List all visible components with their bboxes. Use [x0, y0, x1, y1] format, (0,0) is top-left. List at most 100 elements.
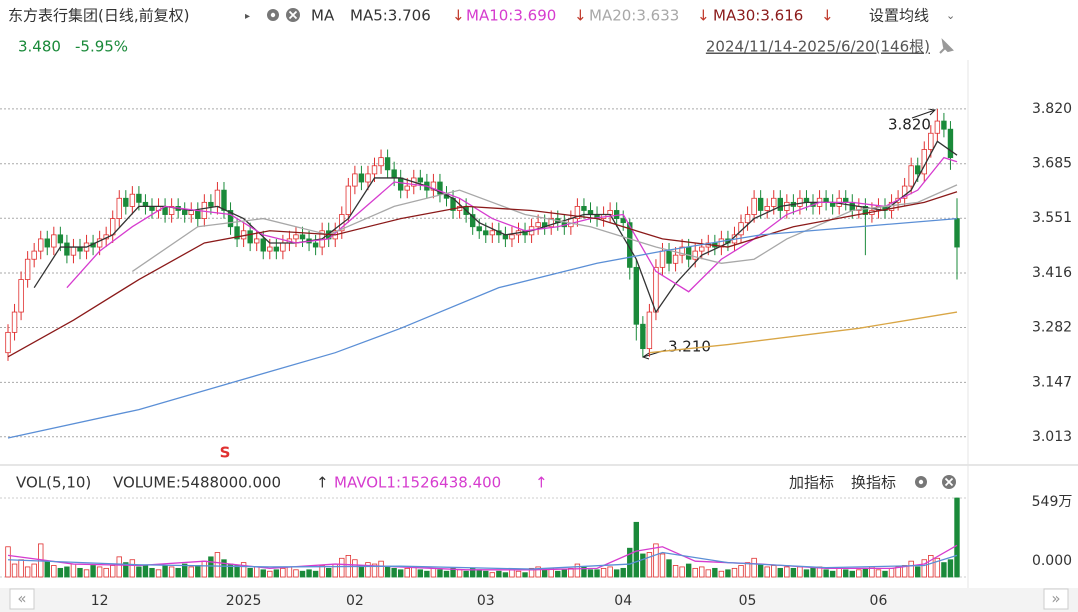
candle-body	[653, 266, 659, 313]
candle-body	[312, 242, 319, 248]
volume-bar	[123, 562, 129, 578]
volume-bar	[574, 563, 581, 578]
volume-bar	[620, 567, 626, 578]
volume-bar	[267, 570, 273, 578]
volume-bar	[659, 553, 666, 578]
signal-marker[interactable]: S	[220, 444, 231, 462]
volume-close-icon[interactable]	[942, 475, 956, 489]
volume-bar	[234, 565, 240, 578]
scroll-left-icon[interactable]: «	[17, 590, 26, 608]
candle-body	[227, 210, 234, 228]
y-tick-label: 3.147	[1032, 374, 1072, 390]
y-tick-label: 3.282	[1032, 319, 1072, 335]
expand-icon[interactable]: ▸	[245, 11, 250, 22]
volume-bar	[456, 569, 463, 578]
volume-bar	[424, 570, 430, 578]
volume-bar	[633, 521, 640, 578]
candle-body	[293, 234, 299, 240]
candle-body	[195, 210, 201, 219]
candle-body	[620, 218, 626, 224]
volume-bar	[476, 569, 482, 578]
volume-bar	[136, 566, 142, 578]
candle-body	[489, 230, 496, 236]
candle-body	[391, 169, 397, 179]
volume-bar	[142, 565, 149, 578]
switch-indicator[interactable]: 换指标	[851, 474, 896, 492]
candle-body	[168, 206, 175, 215]
volume-bar	[182, 563, 188, 578]
volume-bar	[685, 563, 692, 578]
volume-bar	[496, 570, 502, 578]
x-tick-label: 12	[91, 593, 109, 609]
volume-bar	[70, 563, 77, 578]
candle-body	[581, 206, 587, 211]
volume-bar	[555, 570, 561, 578]
volume-bar	[450, 567, 456, 578]
legend-entry: MA30:3.616	[713, 7, 803, 25]
volume-bar	[921, 559, 927, 578]
low-annotation: 3.210	[668, 338, 711, 356]
legend-entry: MA10:3.690	[466, 7, 556, 25]
scroll-right-icon[interactable]: »	[1051, 590, 1060, 608]
candle-body	[247, 230, 253, 244]
pin-icon[interactable]	[939, 38, 954, 54]
ma-line	[7, 191, 958, 358]
volume-bar	[77, 567, 83, 578]
candle-body	[437, 181, 443, 195]
volume-bar	[587, 569, 594, 578]
volume-bar	[875, 569, 882, 578]
scroll-left[interactable]	[9, 588, 35, 610]
add-indicator[interactable]: 加指标	[789, 474, 834, 492]
volume-title: VOL(5,10)	[16, 474, 91, 492]
candle-body	[679, 246, 685, 256]
x-tick-label: 2025	[226, 593, 262, 609]
candle-body	[633, 266, 640, 325]
volume-bar	[83, 569, 90, 578]
ma-settings[interactable]: 设置均线	[869, 7, 929, 25]
volume-bar	[666, 559, 672, 578]
candle-body	[358, 173, 365, 183]
candle-body	[136, 193, 142, 203]
candle-body	[947, 128, 954, 159]
volume-bar	[299, 570, 306, 578]
ma-line	[649, 311, 958, 354]
candle-body	[11, 311, 18, 333]
volume-bar	[286, 566, 293, 578]
candle-body	[771, 197, 777, 207]
volume-settings-icon[interactable]	[915, 476, 927, 488]
volume-bar	[162, 565, 168, 578]
volume-bar	[692, 567, 698, 578]
candle-body	[24, 258, 31, 280]
candle-body	[672, 254, 679, 264]
volume-bar	[11, 563, 18, 578]
volume-bar	[417, 569, 424, 578]
date-range[interactable]: 2024/11/14-2025/6/20(146根)	[706, 38, 930, 56]
volume-bar	[201, 560, 208, 578]
volume-bar	[627, 547, 633, 578]
settings-icon[interactable]	[267, 9, 279, 21]
candle-body	[352, 173, 358, 187]
candle-body	[901, 185, 908, 199]
volume-bar	[31, 563, 37, 578]
volume-bar	[175, 567, 181, 578]
volume-bar	[672, 565, 679, 578]
dropdown-icon[interactable]: ⌄	[946, 9, 955, 22]
candle-body	[548, 218, 554, 228]
volume-bar	[116, 556, 122, 578]
volume-bar	[149, 567, 155, 578]
volume-bar	[463, 570, 469, 578]
volume-bar	[751, 557, 757, 578]
volume-bar	[110, 565, 116, 578]
volume-bar	[784, 566, 790, 578]
candle-body	[234, 226, 240, 240]
volume-bar	[679, 566, 685, 578]
legend-trend: ↓	[574, 7, 587, 25]
candle-body	[51, 234, 57, 248]
close-icon[interactable]	[286, 8, 300, 22]
scroll-right[interactable]	[1043, 588, 1069, 610]
volume-bar	[312, 570, 319, 578]
volume-trend: ↑	[316, 474, 329, 492]
volume-bar	[51, 565, 57, 578]
volume-bar	[90, 565, 96, 578]
